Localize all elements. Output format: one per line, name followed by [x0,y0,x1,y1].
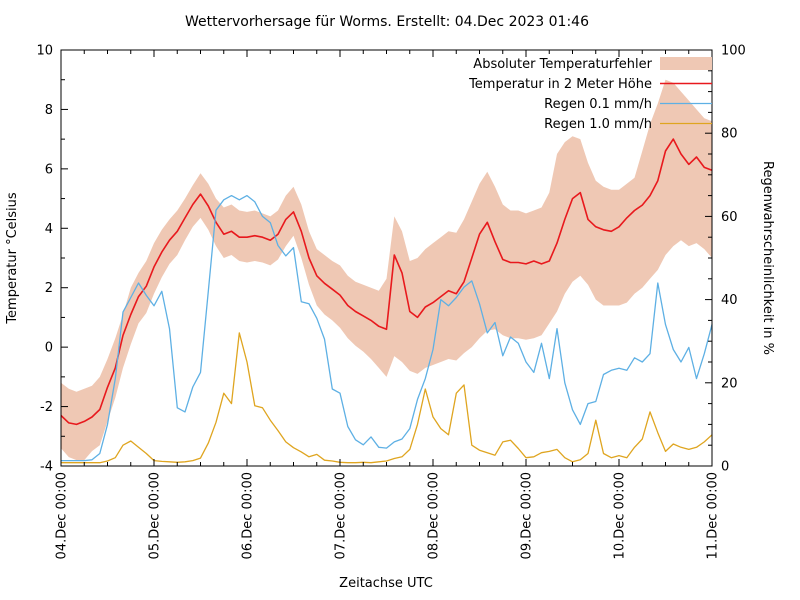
chart-title: Wettervorhersage für Worms. Erstellt: 04… [185,14,589,30]
x-axis-label-time: Zeitachse UTC [339,576,433,591]
legend-label-temperature: Temperatur in 2 Meter Höhe [468,77,652,92]
y-tick-label: 10 [36,44,53,59]
x-tick-label: 11.Dec 00:00 [706,472,721,559]
legend-item-temperature-error: Absoluter Temperaturfehler [473,57,712,72]
x-tick-label: 05.Dec 00:00 [148,472,163,559]
y-tick-label: 8 [45,103,53,118]
rain-01-line [61,194,713,462]
legend-item-temperature: Temperatur in 2 Meter Höhe [468,77,712,92]
x-tick-label: 09.Dec 00:00 [520,472,535,559]
temperature-line [60,138,713,426]
y2-tick-label: 60 [721,210,738,225]
x-tick-label: 04.Dec 00:00 [55,472,70,559]
x-tick-label: 08.Dec 00:00 [427,472,442,559]
legend-label-rain-10: Regen 1.0 mm/h [544,117,652,132]
y2-tick-label: 100 [721,44,746,59]
y2-tick-label: 40 [721,293,738,308]
temperature-error-band [61,79,712,461]
x-tick-label: 06.Dec 00:00 [241,472,256,559]
y-tick-label: 2 [45,281,53,296]
chart-legend: Absoluter Temperaturfehler Temperatur in… [468,57,712,132]
y-tick-label: 4 [45,222,53,237]
rain-10-line [61,332,713,464]
y-axis-label-temperature: Temperatur °Celsius [5,192,20,325]
x-tick-label: 10.Dec 00:00 [613,472,628,559]
y2-tick-label: 20 [721,376,738,391]
y2-tick-label: 0 [721,460,729,475]
legend-label-temperature-error: Absoluter Temperaturfehler [473,57,652,72]
legend-label-rain-01: Regen 0.1 mm/h [544,97,652,112]
y-tick-label: 0 [45,341,53,356]
legend-item-rain-10: Regen 1.0 mm/h [544,117,712,132]
x-tick-label: 07.Dec 00:00 [334,472,349,559]
plot-border [60,49,713,467]
plot-area: 04.Dec 00:00 05.Dec 00:00 06.Dec 00:00 07.D… [36,44,745,560]
y-tick-label: -2 [40,400,53,415]
band-swatch-icon [660,57,712,70]
legend-item-rain-01: Regen 0.1 mm/h [544,97,712,112]
y2-axis-label-rain-probability: Regenwahrscheinlichkeit in % [760,161,775,355]
y-tick-label: -4 [40,460,53,475]
y2-tick-label: 80 [721,127,738,142]
y-tick-label: 6 [45,162,53,177]
